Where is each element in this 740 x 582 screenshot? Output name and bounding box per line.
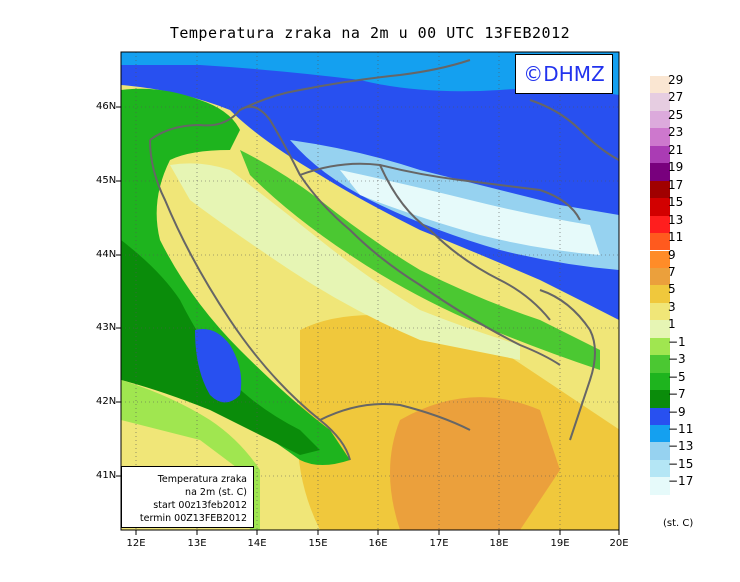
- colorbar-swatch: [650, 233, 670, 251]
- colorbar-swatch: [650, 442, 670, 460]
- lon-label-14e: 14E: [247, 538, 267, 549]
- colorbar-label: 1: [668, 317, 676, 332]
- lon-label-18e: 18E: [489, 538, 509, 549]
- colorbar-swatch: [650, 250, 670, 268]
- colorbar-swatch: [650, 198, 670, 216]
- colorbar-swatch: [650, 285, 670, 303]
- lat-label-42n: 42N: [96, 396, 117, 407]
- lon-label-19e: 19E: [550, 538, 570, 549]
- colorbar-label: 29: [668, 73, 684, 87]
- colorbar-swatch: [650, 267, 670, 286]
- colorbar-swatch: [650, 407, 670, 425]
- colorbar-label: 21: [668, 142, 684, 157]
- colorbar-label: 15: [668, 195, 684, 210]
- colorbar-swatch: [650, 76, 670, 94]
- lat-label-44n: 44N: [96, 249, 117, 260]
- colorbar-label: −13: [668, 439, 694, 454]
- lon-label-16e: 16E: [368, 538, 388, 549]
- lon-label-12e: 12E: [126, 538, 146, 549]
- colorbar-label: −3: [668, 352, 686, 367]
- info-line-3: start 00z13feb2012: [153, 500, 247, 511]
- lon-label-17e: 17E: [429, 538, 449, 549]
- coldest-inland: [340, 170, 600, 255]
- info-box: Temperatura zraka na 2m (st. C) start 00…: [121, 466, 254, 528]
- apennine-cold-spot: [195, 329, 242, 403]
- lon-label-15e: 15E: [308, 538, 328, 549]
- colorbar-label: −9: [668, 404, 686, 419]
- lon-label-13e: 13E: [187, 538, 207, 549]
- colorbar-label: 5: [668, 282, 676, 297]
- colorbar-units: (st. C): [663, 518, 694, 529]
- map-gridlines: [121, 52, 619, 530]
- lon-label-20e: 20E: [609, 538, 629, 549]
- colorbar-swatch: [650, 163, 670, 181]
- colorbar-label: −7: [668, 387, 686, 402]
- colorbar-swatch: [650, 110, 670, 129]
- colorbar-label: 7: [668, 264, 676, 279]
- colorbar-label: −5: [668, 369, 686, 384]
- colorbar-swatch: [650, 145, 670, 164]
- colorbar-label: 23: [668, 125, 684, 140]
- colorbar-label: 27: [668, 90, 684, 105]
- lat-label-41n: 41N: [96, 470, 117, 481]
- warmest-sea-zone: [390, 397, 560, 530]
- colorbar-label: −1: [668, 334, 686, 349]
- colorbar-swatch: [650, 215, 670, 234]
- colorbar-swatch: [650, 459, 670, 478]
- colorbar-swatch: [650, 302, 670, 321]
- colorbar-swatch: [650, 93, 670, 111]
- colorbar-swatch: [650, 355, 670, 373]
- colorbar-label: 13: [668, 212, 684, 227]
- colorbar-label: 9: [668, 247, 676, 262]
- colorbar-label: −11: [668, 422, 694, 436]
- adriatic-sea-north: [170, 163, 520, 360]
- colorbar-swatch: [650, 337, 670, 356]
- dhmz-logo: ©DHMZ: [515, 54, 613, 94]
- info-line-1: Temperatura zraka: [157, 474, 247, 485]
- colorbar-label: −15: [668, 456, 694, 471]
- map-frame: [120, 51, 620, 531]
- lat-label-45n: 45N: [96, 175, 117, 186]
- colorbar-swatch: [650, 180, 670, 199]
- lat-label-46n: 46N: [96, 101, 117, 112]
- colorbar-swatch: [650, 372, 670, 391]
- colorbar-swatch: [650, 320, 670, 338]
- colorbar-swatch: [650, 390, 670, 408]
- colorbar-swatch: [650, 425, 670, 443]
- colorbar-label: 25: [668, 107, 684, 122]
- lat-label-43n: 43N: [96, 322, 117, 333]
- colorbar-swatch: [650, 477, 670, 495]
- colorbar-label: 19: [668, 160, 684, 175]
- map-title: Temperatura zraka na 2m u 00 UTC 13FEB20…: [169, 24, 571, 42]
- info-line-2: na 2m (st. C): [185, 487, 247, 498]
- colorbar-label: 11: [668, 230, 684, 245]
- coastlines-and-borders: [149, 59, 619, 461]
- colorbar-label: −17: [668, 474, 694, 489]
- info-line-4: termin 00Z13FEB2012: [139, 513, 247, 524]
- colorbar-label: 17: [668, 177, 684, 192]
- colorbar-swatch: [650, 128, 670, 146]
- light-blue-north: [121, 52, 619, 95]
- colorbar-label: 3: [668, 299, 676, 314]
- italy-land-cold: [121, 240, 320, 455]
- balkan-coast-green: [240, 150, 600, 370]
